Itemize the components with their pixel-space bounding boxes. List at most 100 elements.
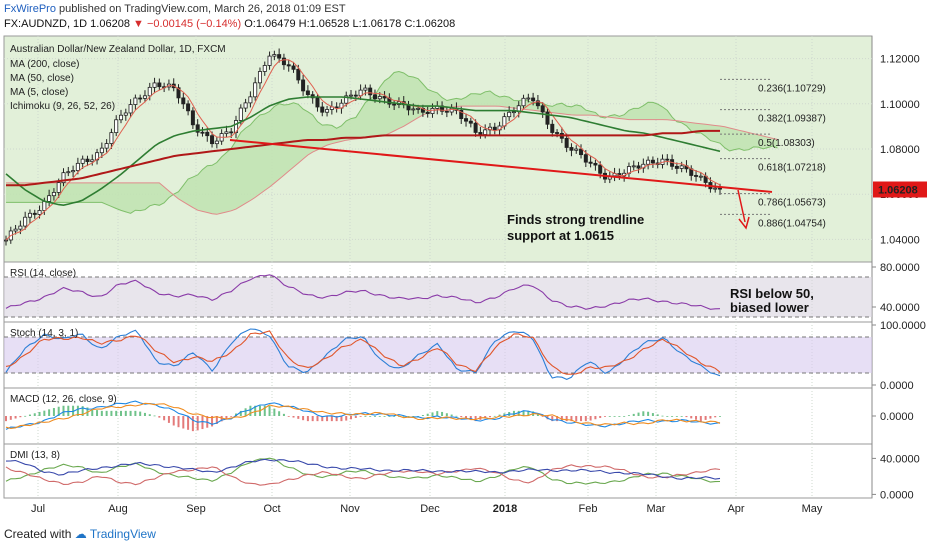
plus-di-line (5, 457, 721, 485)
macd-histogram-bar (460, 416, 463, 418)
tradingview-link[interactable]: TradingView (89, 527, 156, 541)
macd-histogram-bar (129, 410, 132, 416)
adx-line (5, 458, 721, 480)
macd-histogram-bar (110, 410, 113, 416)
ohlc-values: O:1.06479 H:1.06528 L:1.06178 C:1.06208 (244, 18, 456, 30)
macd-histogram-bar (647, 411, 650, 416)
y-tick-label: 1.08000 (880, 144, 920, 156)
candle-body (540, 105, 545, 113)
macd-histogram-bar (584, 416, 587, 422)
candle-body (718, 187, 723, 190)
candle-body (353, 94, 358, 97)
macd-histogram-bar (191, 416, 194, 432)
pane-title: Stoch (14, 3, 1) (10, 328, 78, 339)
macd-histogram-bar (656, 414, 659, 416)
macd-histogram-bar (364, 416, 367, 417)
macd-histogram-bar (33, 413, 36, 416)
candle-body (243, 102, 248, 109)
macd-histogram-bar (465, 416, 468, 419)
macd-histogram-bar (24, 415, 27, 417)
macd-histogram-bar (488, 416, 491, 418)
macd-histogram-bar (498, 414, 501, 416)
tradingview-logo-icon: ☁ (74, 527, 87, 541)
macd-histogram-bar (613, 416, 616, 417)
macd-histogram-bar (441, 411, 444, 416)
candle-body (344, 95, 349, 104)
candle-body (80, 158, 85, 164)
macd-histogram-bar (43, 410, 46, 416)
candle-body (99, 147, 104, 154)
macd-histogram-bar (575, 416, 578, 422)
x-tick-label: Jul (31, 503, 45, 515)
candle-body (13, 228, 18, 232)
candle-body (382, 96, 387, 99)
fib-level-label: 0.5(1.08303) (758, 138, 815, 149)
macd-histogram-bar (306, 416, 309, 422)
candle-body (593, 162, 598, 166)
macd-histogram-bar (91, 408, 94, 416)
macd-histogram-bar (76, 405, 79, 416)
candle-body (492, 126, 497, 131)
candle-body (114, 119, 119, 134)
candle-body (430, 107, 435, 114)
macd-histogram-bar (163, 416, 166, 421)
candle-body (138, 97, 143, 100)
candle-body (27, 212, 32, 218)
y-tick-label: 40.0000 (880, 453, 920, 465)
candle-body (320, 106, 325, 113)
macd-histogram-bar (153, 415, 156, 417)
ma5-line (5, 59, 721, 241)
indicator-band (4, 277, 872, 317)
macd-histogram-bar (321, 416, 324, 422)
macd-histogram-bar (565, 416, 568, 422)
macd-histogram-bar (685, 416, 688, 418)
rsi-annotation-1: RSI below 50, (730, 286, 814, 301)
macd-histogram-bar (709, 416, 712, 419)
rsi-annotation-2: biased lower (730, 300, 809, 315)
macd-histogram-bar (373, 416, 376, 417)
candle-body (363, 87, 368, 91)
x-tick-label: Dec (420, 503, 440, 515)
macd-histogram-bar (249, 405, 252, 416)
macd-histogram-bar (311, 416, 314, 422)
symbol-line: FX:AUDNZD, 1D 1.06208 ▼ −0.00145 (−0.14%… (4, 18, 455, 30)
candle-body (564, 137, 569, 148)
candle-body (301, 79, 306, 92)
candle-body (66, 171, 71, 174)
macd-histogram-bar (651, 413, 654, 416)
candle-body (128, 104, 133, 114)
candle-body (631, 165, 636, 168)
candle-body (257, 71, 262, 84)
candle-body (569, 147, 574, 151)
candle-body (511, 111, 516, 114)
candle-body (464, 118, 469, 122)
candle-body (75, 162, 80, 171)
candle-body (90, 159, 95, 163)
candle-body (296, 68, 301, 81)
candle-body (425, 111, 430, 114)
y-tick-label: 40.0000 (880, 302, 920, 314)
macd-histogram-bar (292, 416, 295, 418)
publisher-name[interactable]: FxWirePro (4, 3, 56, 15)
candle-body (61, 172, 66, 184)
rsi-line (5, 274, 721, 310)
ichimoku-span-b (6, 105, 778, 215)
macd-histogram-bar (704, 416, 707, 420)
macd-histogram-bar (158, 416, 161, 418)
fib-level-label: 0.886(1.04754) (758, 218, 826, 229)
macd-histogram-bar (551, 416, 554, 422)
macd-histogram-bar (239, 410, 242, 416)
macd-histogram-bar (695, 416, 698, 420)
candle-body (224, 131, 229, 134)
macd-histogram-bar (570, 416, 573, 422)
macd-histogram-bar (503, 413, 506, 416)
macd-histogram-bar (627, 415, 630, 417)
candle-body (574, 148, 579, 151)
macd-histogram-bar (699, 416, 702, 422)
candle-body (176, 87, 181, 99)
macd-histogram-bar (14, 416, 17, 419)
macd-histogram-bar (359, 416, 362, 417)
candle-body (104, 143, 109, 149)
candle-body (85, 158, 90, 163)
